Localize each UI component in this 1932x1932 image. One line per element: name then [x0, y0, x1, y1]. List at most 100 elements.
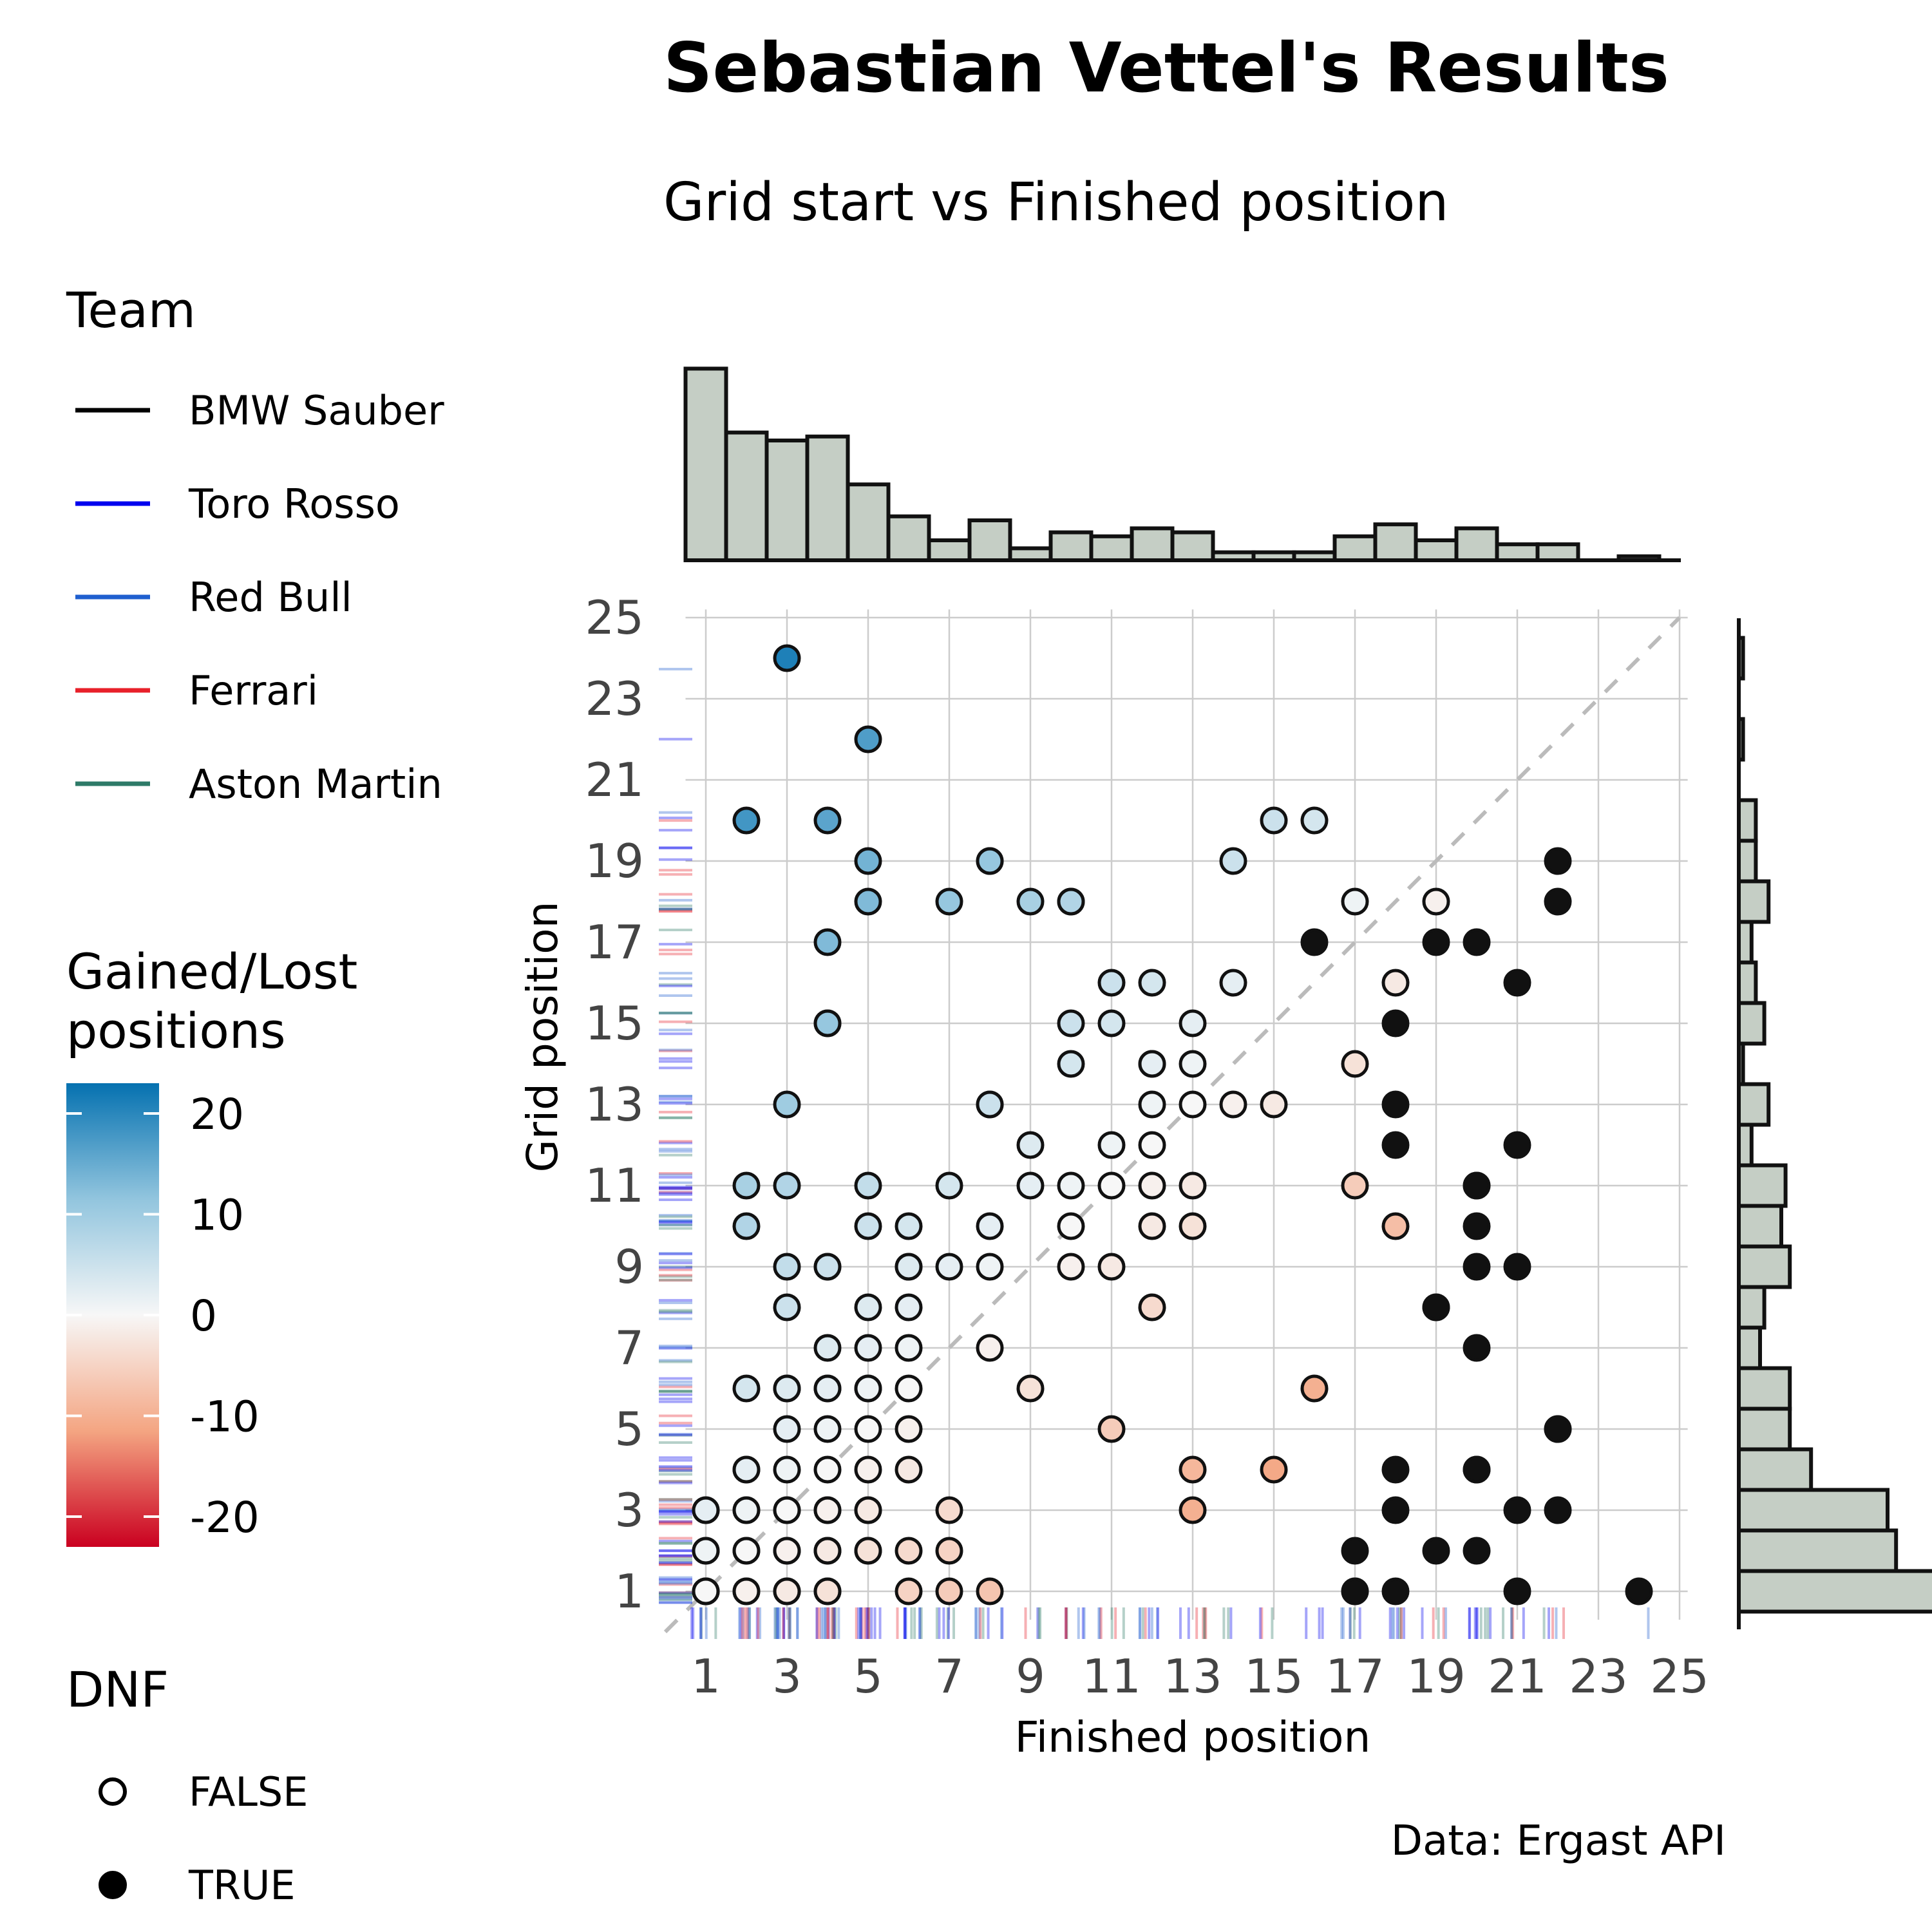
- point-finished: [1341, 887, 1369, 916]
- rug-grid: [659, 667, 692, 1604]
- point-finished: [1057, 1253, 1085, 1281]
- point-finished: [895, 1374, 923, 1403]
- hist-bar-finished: [1373, 522, 1418, 563]
- point-dnf: [1463, 1171, 1491, 1200]
- point-dnf: [1544, 887, 1572, 916]
- hist-bar-grid: [1737, 1204, 1783, 1249]
- histogram-grid: [1737, 618, 1932, 1629]
- point-finished: [813, 928, 842, 956]
- hist-bar-grid: [1737, 1244, 1792, 1289]
- point-finished: [895, 1253, 923, 1281]
- point-finished: [895, 1577, 923, 1605]
- x-tick-label: 19: [1406, 1649, 1466, 1703]
- hist-bar-grid: [1737, 1001, 1766, 1046]
- point-finished: [1057, 1171, 1085, 1200]
- point-finished: [895, 1293, 923, 1321]
- hist-bar-finished: [683, 366, 728, 563]
- point-finished: [854, 1537, 882, 1565]
- point-finished: [773, 1455, 801, 1484]
- hist-bar-grid: [1737, 1447, 1814, 1492]
- team-legend-label: BMW Sauber: [189, 387, 444, 434]
- point-finished: [1097, 969, 1126, 997]
- point-finished: [854, 1334, 882, 1362]
- point-finished: [813, 1577, 842, 1605]
- point-finished: [732, 1374, 761, 1403]
- point-finished: [773, 1090, 801, 1119]
- team-legend-label: Ferrari: [189, 667, 318, 714]
- point-dnf: [1544, 1415, 1572, 1443]
- dnf-legend-title: DNF: [66, 1661, 169, 1718]
- hist-bar-finished: [1495, 542, 1540, 563]
- team-legend-label: Red Bull: [189, 574, 352, 621]
- point-finished: [854, 725, 882, 753]
- hist-bar-finished: [764, 439, 810, 562]
- hist-bar-grid: [1737, 798, 1758, 843]
- scatter-points: [692, 644, 1653, 1605]
- point-finished: [1219, 847, 1247, 875]
- team-legend: Team BMW Sauber Toro Rosso Red Bull Ferrari…: [66, 281, 444, 808]
- point-dnf: [1503, 969, 1531, 997]
- point-finished: [976, 1577, 1004, 1605]
- point-finished: [854, 847, 882, 875]
- point-dnf: [1463, 1334, 1491, 1362]
- point-dnf: [1381, 1455, 1410, 1484]
- dnf-legend-key: [99, 1871, 127, 1899]
- point-dnf: [1341, 1577, 1369, 1605]
- point-finished: [732, 1496, 761, 1524]
- point-dnf: [1422, 1293, 1450, 1321]
- point-finished: [1097, 1131, 1126, 1159]
- hist-bar-grid: [1737, 879, 1771, 924]
- point-finished: [1057, 887, 1085, 916]
- x-tick-label: 23: [1569, 1649, 1628, 1703]
- point-finished: [1138, 1131, 1166, 1159]
- point-dnf: [1463, 1537, 1491, 1565]
- point-finished: [1097, 1415, 1126, 1443]
- y-tick-label: 5: [614, 1402, 644, 1456]
- point-dnf: [1381, 1496, 1410, 1524]
- point-finished: [732, 1537, 761, 1565]
- gain-legend-title-line1: Gained/Lost: [66, 943, 357, 1000]
- point-finished: [1097, 1171, 1126, 1200]
- point-finished: [773, 1577, 801, 1605]
- point-dnf: [1381, 1009, 1410, 1037]
- histogram-finished: [683, 366, 1681, 563]
- point-dnf: [1625, 1577, 1653, 1605]
- point-dnf: [1503, 1496, 1531, 1524]
- colorbar-tick-label: -10: [190, 1392, 260, 1442]
- point-finished: [1179, 1212, 1207, 1240]
- x-axis-label: Finished position: [1015, 1712, 1371, 1762]
- x-tick-label: 9: [1016, 1649, 1045, 1703]
- y-tick-label: 9: [614, 1240, 644, 1294]
- y-tick-label: 25: [585, 591, 644, 645]
- point-dnf: [1463, 1253, 1491, 1281]
- point-finished: [895, 1212, 923, 1240]
- point-finished: [976, 1212, 1004, 1240]
- point-finished: [1341, 1171, 1369, 1200]
- x-axis-ticks: 1 3 5 7 9 11 13 15 17 19 21 23 25: [691, 1649, 1709, 1703]
- hist-bar-grid: [1737, 1528, 1899, 1573]
- point-finished: [732, 1455, 761, 1484]
- point-finished: [732, 1212, 761, 1240]
- point-finished: [1179, 1455, 1207, 1484]
- point-finished: [773, 1415, 801, 1443]
- point-dnf: [1503, 1253, 1531, 1281]
- dnf-legend-key: [99, 1777, 127, 1806]
- point-finished: [1300, 1374, 1329, 1403]
- caption: Data: Ergast API: [1391, 1817, 1726, 1865]
- point-finished: [1219, 1090, 1247, 1119]
- point-finished: [692, 1577, 720, 1605]
- point-finished: [854, 1455, 882, 1484]
- point-finished: [813, 1334, 842, 1362]
- point-finished: [976, 1253, 1004, 1281]
- point-finished: [813, 1374, 842, 1403]
- point-finished: [1097, 1009, 1126, 1037]
- hist-bar-finished: [1454, 526, 1499, 563]
- hist-bar-finished: [1535, 542, 1580, 563]
- point-finished: [854, 1415, 882, 1443]
- hist-bar-grid: [1737, 1569, 1932, 1614]
- point-dnf: [1381, 1577, 1410, 1605]
- point-finished: [1016, 1171, 1045, 1200]
- point-finished: [935, 1253, 963, 1281]
- y-axis-label: Grid position: [518, 902, 567, 1173]
